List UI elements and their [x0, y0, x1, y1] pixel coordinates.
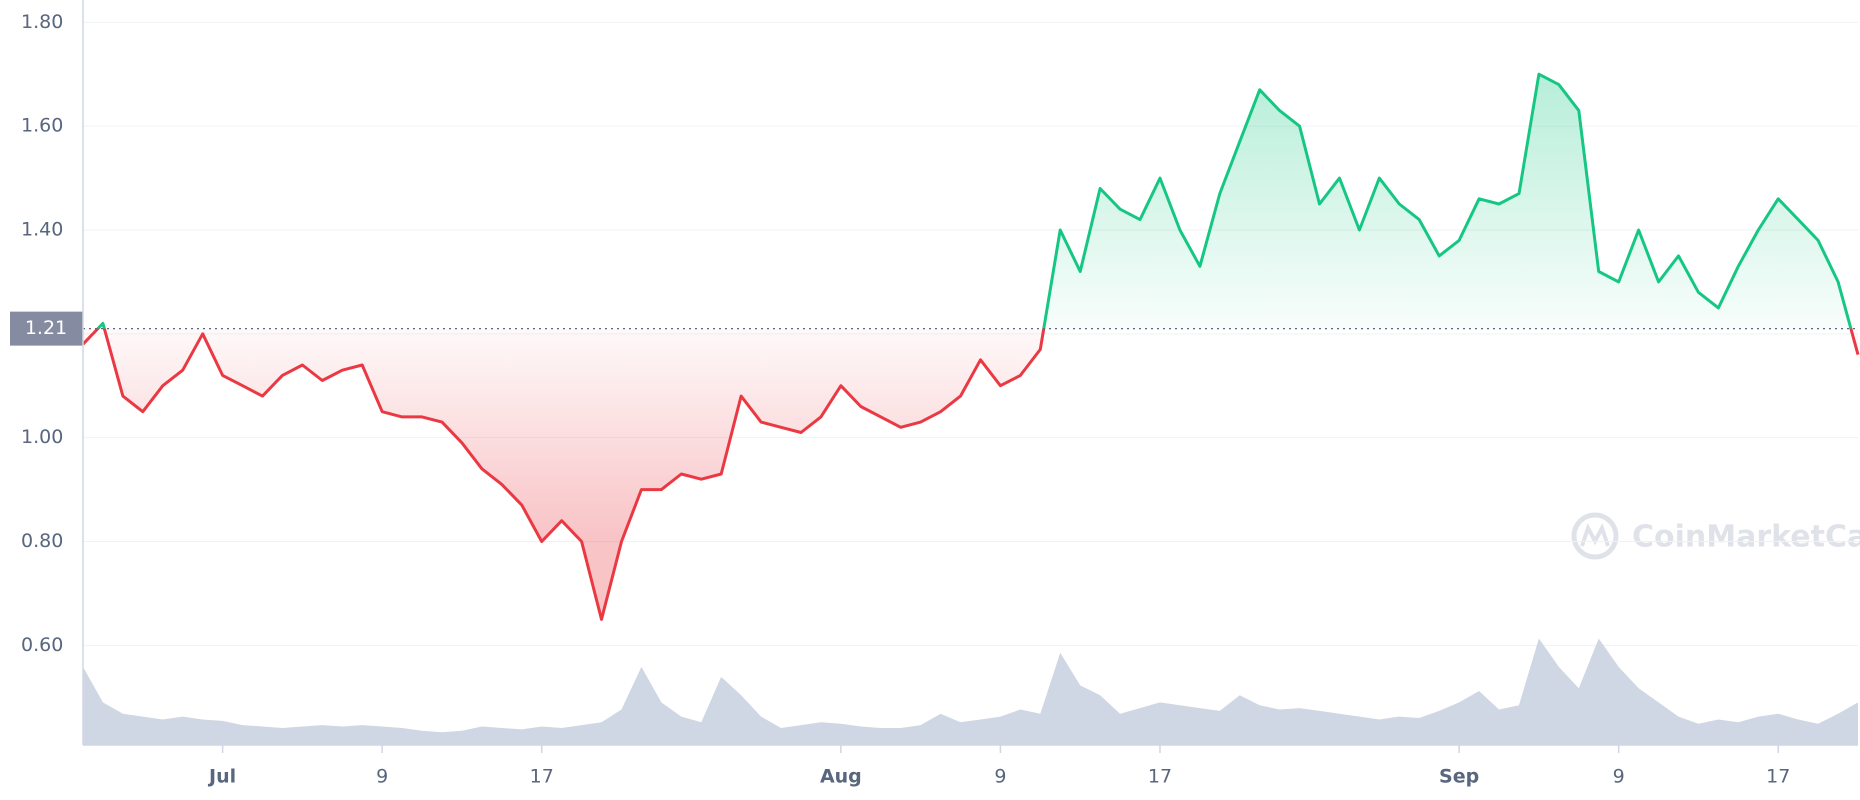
y-tick-label: 1.80 — [21, 11, 63, 33]
x-tick-label: 17 — [530, 766, 554, 788]
x-tick-label: 9 — [1613, 766, 1625, 788]
y-tick-label: 0.80 — [21, 530, 63, 552]
x-tick-label: Sep — [1439, 766, 1479, 788]
x-tick-label: 17 — [1148, 766, 1172, 788]
x-tick-label: 9 — [994, 766, 1006, 788]
y-tick-label: 1.60 — [21, 115, 63, 137]
baseline-label-box — [10, 311, 83, 346]
volume-area — [83, 638, 1858, 745]
watermark-logo — [1571, 512, 1619, 560]
x-tick-label: Jul — [207, 766, 236, 788]
x-tick-label: Aug — [820, 766, 862, 788]
watermark: CoinMarketCap — [1571, 512, 1860, 560]
x-tick-label: 9 — [376, 766, 388, 788]
price-area — [83, 74, 1858, 620]
price-line — [81, 72, 1860, 621]
y-tick-label: 1.40 — [21, 218, 63, 240]
x-tick-label: 17 — [1766, 766, 1790, 788]
baseline-label: 1.21 — [25, 317, 67, 339]
watermark-text: CoinMarketCap — [1632, 520, 1860, 555]
y-tick-label: 1.00 — [21, 426, 63, 448]
y-tick-label: 0.60 — [21, 634, 63, 656]
watermark-logo-m — [1580, 522, 1610, 547]
